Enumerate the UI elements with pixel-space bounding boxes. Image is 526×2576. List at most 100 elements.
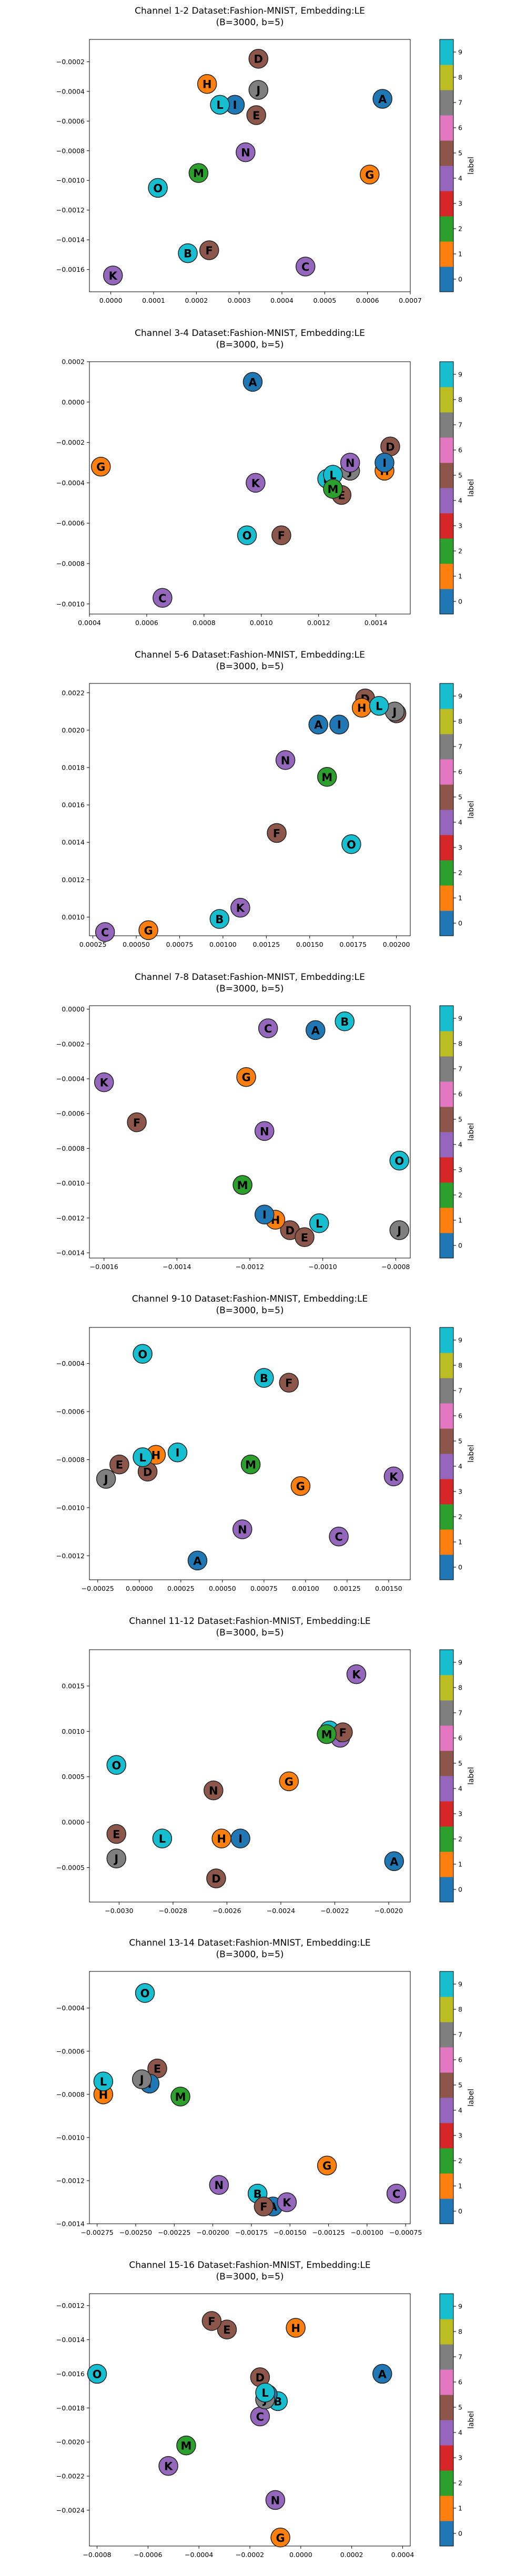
colorbar-segment — [440, 2293, 453, 2319]
data-point-marker — [210, 95, 230, 115]
data-point-marker — [329, 714, 349, 734]
y-tick-label: −0.0016 — [56, 265, 85, 273]
x-tick-label: 0.00125 — [333, 1585, 361, 1592]
data-point-label: C — [392, 2188, 400, 2201]
data-point-marker — [93, 2071, 114, 2091]
chart-subtitle: (B=3000, b=5) — [216, 1949, 284, 1960]
x-tick-label: −0.0006 — [134, 2551, 162, 2559]
data-point-marker — [254, 1368, 274, 1388]
colorbar-tick-label: 3 — [458, 1166, 462, 1173]
data-point-label: A — [311, 1024, 320, 1037]
colorbar-tick-label: 0 — [458, 1885, 462, 1893]
colorbar-segment — [440, 1327, 453, 1353]
data-point-I: I — [254, 1204, 275, 1224]
x-tick-label: −0.0016 — [90, 1263, 118, 1271]
colorbar-label: label — [467, 1445, 476, 1463]
data-point-marker — [133, 1447, 153, 1467]
data-point-F: F — [267, 823, 287, 843]
data-point-F: F — [201, 2311, 222, 2331]
colorbar-frame — [439, 1649, 454, 1902]
data-point-marker — [240, 1454, 261, 1475]
x-tick-label: 0.00075 — [166, 941, 194, 948]
data-point-C: C — [329, 1526, 349, 1547]
chart-subtitle: (B=3000, b=5) — [216, 340, 284, 350]
data-point-N: N — [209, 2175, 229, 2195]
data-point-label: N — [238, 1524, 247, 1536]
y-tick-label: −0.0008 — [56, 147, 85, 155]
colorbar-tick-label: 5 — [458, 2081, 462, 2089]
colorbar-segment — [440, 1157, 453, 1182]
colorbar-segment — [440, 487, 453, 513]
data-point-N: N — [275, 750, 296, 770]
data-point-N: N — [232, 1519, 252, 1539]
colorbar-segment — [440, 462, 453, 488]
colorbar-segment — [440, 191, 453, 217]
data-point-label: M — [181, 2439, 192, 2452]
data-point-I: I — [230, 1828, 250, 1848]
y-tick-label: −0.0004 — [56, 2004, 85, 2012]
data-point-A: A — [384, 1851, 404, 1871]
x-tick-label: 0.0003 — [228, 297, 251, 304]
x-tick-label: −0.00075 — [389, 2229, 422, 2236]
data-point-M: M — [170, 2087, 190, 2107]
data-point-marker — [317, 1724, 337, 1744]
data-point-O: O — [135, 1983, 155, 2003]
data-point-label: C — [101, 926, 109, 939]
data-point-label: L — [216, 99, 223, 111]
data-point-marker — [199, 240, 219, 260]
axes-frame — [89, 361, 411, 614]
colorbar-segment — [440, 1876, 453, 1902]
data-point-label: M — [245, 1459, 256, 1471]
colorbar-tick-label: 5 — [458, 1437, 462, 1445]
colorbar-tick-label: 1 — [458, 1216, 462, 1224]
data-point-A: A — [372, 2364, 392, 2384]
data-point-H: H — [197, 74, 217, 94]
data-point-marker — [335, 1011, 355, 1031]
data-point-label: H — [357, 702, 367, 714]
data-point-L: L — [133, 1447, 153, 1467]
data-point-label: H — [151, 1449, 161, 1461]
axes-frame — [89, 1971, 411, 2224]
x-tick-label: −0.0024 — [267, 1907, 295, 1915]
colorbar-tick-label: 1 — [458, 2504, 462, 2512]
colorbar-segment — [440, 2445, 453, 2470]
data-point-marker — [372, 2364, 392, 2384]
colorbar-segment — [440, 386, 453, 412]
data-point-marker — [178, 243, 198, 263]
data-point-label: O — [112, 1759, 121, 1772]
colorbar-segment — [440, 1428, 453, 1454]
colorbar-tick-label: 6 — [458, 124, 462, 132]
data-point-label: N — [271, 2494, 280, 2507]
data-point-L: L — [210, 95, 230, 115]
data-point-marker — [306, 1020, 326, 1040]
data-point-label: L — [329, 469, 336, 482]
colorbar-label: label — [467, 479, 476, 497]
data-point-label: L — [159, 1833, 166, 1845]
y-tick-label: −0.0004 — [56, 1359, 85, 1367]
colorbar-segment — [440, 1131, 453, 1157]
colorbar-frame — [439, 361, 454, 614]
data-point-label: E — [223, 2324, 230, 2336]
colorbar-tick-label: 2 — [458, 2479, 462, 2487]
data-point-G: G — [91, 456, 111, 476]
colorbar-tick-label: 2 — [458, 2157, 462, 2165]
data-point-label: K — [251, 477, 260, 489]
y-tick-label: −0.0005 — [56, 1863, 85, 1871]
data-point-label: G — [276, 2531, 285, 2544]
axes-frame — [89, 1649, 411, 1902]
data-point-label: F — [285, 1377, 292, 1389]
colorbar-segment — [440, 1674, 453, 1700]
data-point-F: F — [254, 2196, 274, 2216]
x-tick-label: −0.00100 — [351, 2229, 383, 2236]
data-point-marker — [246, 473, 266, 493]
data-point-K: K — [230, 897, 250, 918]
colorbar-segment — [440, 513, 453, 538]
data-point-label: K — [282, 2196, 291, 2209]
colorbar-tick-label: 3 — [458, 200, 462, 208]
data-point-F: F — [279, 1373, 299, 1393]
data-point-label: F — [339, 1726, 347, 1739]
colorbar-segment — [440, 2344, 453, 2369]
data-point-marker — [309, 1213, 329, 1233]
data-point-marker — [277, 2192, 297, 2212]
colorbar-segment — [440, 1801, 453, 1826]
